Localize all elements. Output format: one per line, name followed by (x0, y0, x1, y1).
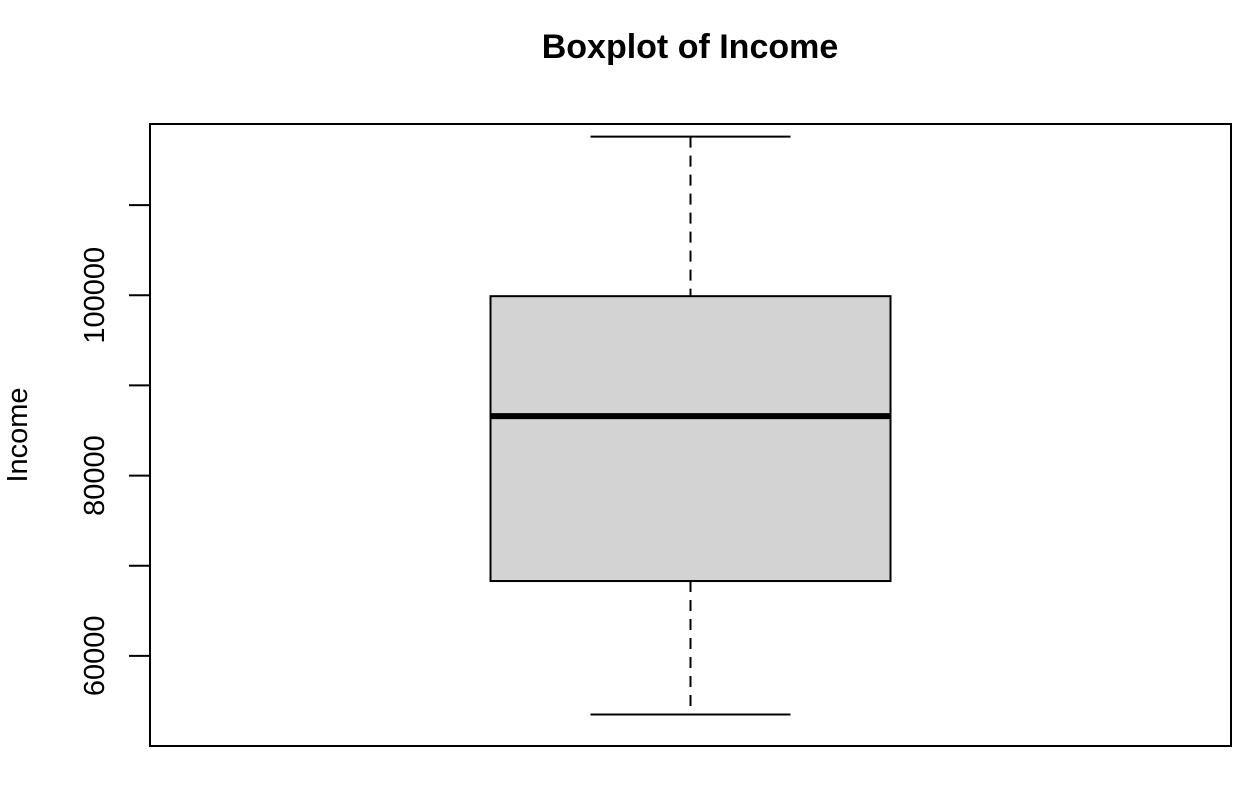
y-tick-label: 100000 (79, 247, 111, 344)
y-axis-label: Income (2, 387, 34, 482)
plot-frame (149, 123, 1232, 747)
y-axis: 60000 80000 100000 (79, 204, 150, 697)
box-group (489, 135, 892, 716)
chart-title: Boxplot of Income (542, 28, 839, 66)
y-tick-label: 60000 (79, 616, 111, 697)
iqr-box (489, 295, 892, 583)
y-tick-label: 80000 (79, 435, 111, 516)
